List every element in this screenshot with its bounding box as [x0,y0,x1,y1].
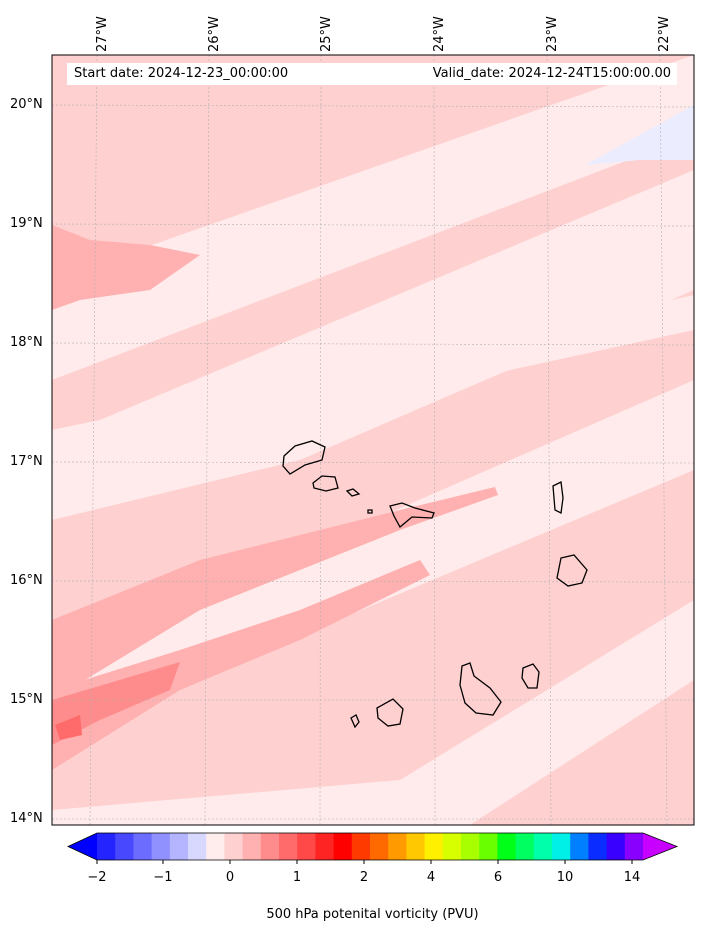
island-brava [350,714,360,729]
colorbar-segment [169,833,189,860]
colorbar-segment [115,833,134,860]
colorbar-segment [333,833,353,860]
colorbar-segment [370,833,389,860]
island-santo-antao [282,440,326,475]
cb-tick: −1 [153,870,173,885]
colorbar-segment [351,833,371,860]
valid-date: Valid_date: 2024-12-24T15:00:00.00 [432,66,671,81]
colorbar-min-extend [68,833,97,860]
colorbar-segment [151,833,171,860]
cb-tick-hidden-14: 14 [623,870,641,885]
colorbar-segment [624,833,644,860]
colorbar-segment [260,833,280,860]
colorbar-label: 500 hPa potenital vorticity (PVU) [266,907,479,922]
colorbar-segment [279,833,298,860]
island-santa-luzia [345,488,361,497]
colorbar-max-extend [643,833,677,860]
island-branco [367,509,373,514]
colorbar-segment [97,833,116,860]
cb-tick: 4 [426,870,436,885]
lat-label-15n: 15°N [10,692,43,707]
lat-label-17n: 17°N [10,454,43,469]
coastlines [282,440,588,729]
lon-label-26w: 26°W [207,16,222,52]
colorbar-segment [224,833,244,860]
date-banner: Start date: 2024-12-23_00:00:00 Valid_da… [67,63,677,85]
colorbar-segment [242,833,262,860]
island-fogo [376,698,404,727]
colorbar-segment [442,833,462,860]
lon-label-22w: 22°W [657,16,672,52]
colorbar-segment [479,833,498,860]
colorbar-segment [497,833,517,860]
cb-tick: −2 [87,870,107,885]
colorbar-segment [297,833,316,860]
cb-tick: 10 [556,870,574,885]
colorbar-segment [206,833,225,860]
colorbar-segment [188,833,207,860]
cb-tick: 1 [292,870,302,885]
colorbar-segment [388,833,407,860]
colorbar-segment [533,833,553,860]
colorbar-segment [315,833,335,860]
pv-field [52,55,694,825]
lat-label-16n: 16°N [10,573,43,588]
island-santiago [459,662,502,716]
lon-label-24w: 24°W [432,16,447,52]
colorbar-segment [606,833,626,860]
plot-frame [51,54,695,826]
island-boa-vista [556,554,588,587]
island-sao-vicente [312,475,339,492]
lat-label-19n: 19°N [10,216,43,231]
colorbar-segment [588,833,608,860]
graticule [51,54,695,826]
colorbar [67,832,679,864]
lat-label-14n: 14°N [10,811,43,826]
colorbar-segment [570,833,589,860]
cb-tick: 0 [225,870,235,885]
colorbar-segment [424,833,444,860]
colorbar-segment [515,833,535,860]
lat-label-20n: 20°N [10,97,43,112]
colorbar-segment [406,833,426,860]
colorbar-segment [552,833,571,860]
lon-label-27w: 27°W [95,16,110,52]
colorbar-segment [461,833,480,860]
island-sal [552,481,564,514]
start-date: Start date: 2024-12-23_00:00:00 [74,66,289,81]
island-maio [521,663,540,689]
island-sao-nicolau [389,502,435,529]
lon-label-23w: 23°W [545,16,560,52]
colorbar-segment [133,833,153,860]
cb-tick: 2 [359,870,369,885]
lon-label-25w: 25°W [319,16,334,52]
lat-label-18n: 18°N [10,335,43,350]
cb-tick: 6 [493,870,503,885]
